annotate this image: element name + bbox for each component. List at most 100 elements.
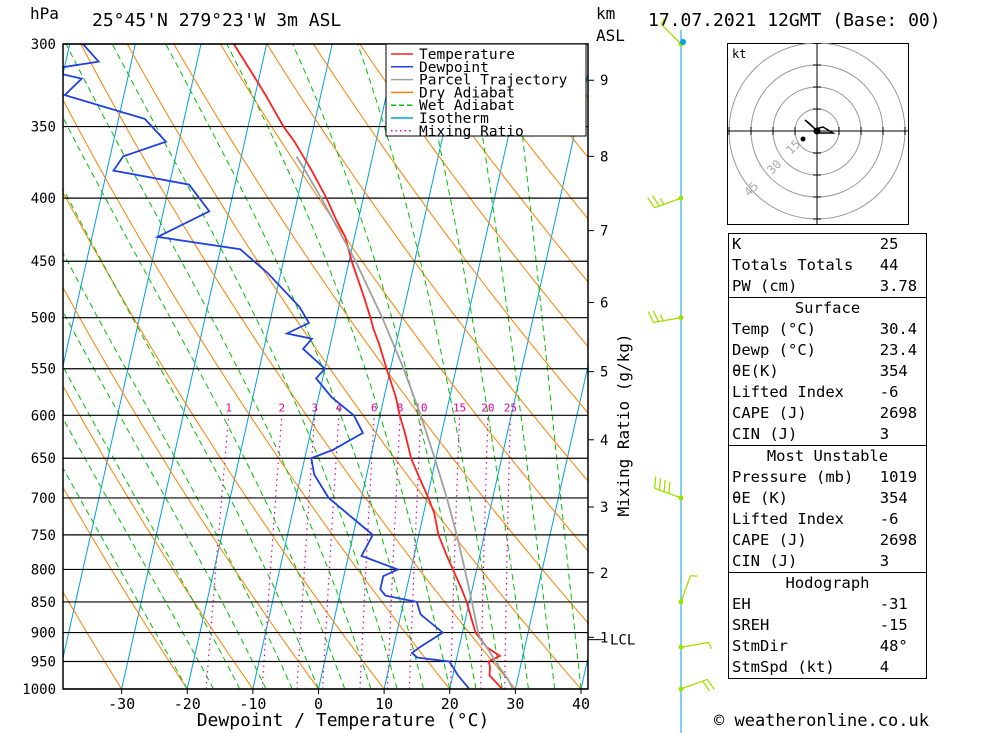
- wind-barb-flag: [659, 314, 664, 322]
- pressure-tick-label: 500: [31, 311, 56, 327]
- x-axis-label: Dewpoint / Temperature (°C): [197, 710, 490, 731]
- isotherm-line: [252, 44, 399, 689]
- wet-adiabat-line: [467, 44, 556, 689]
- hodograph-point: [800, 136, 806, 142]
- hodo-row-value: 48°: [879, 637, 908, 655]
- height-tick-label: 6: [600, 295, 608, 311]
- dry-adiabat-line: [80, 44, 517, 689]
- legend-label: Mixing Ratio: [419, 124, 524, 140]
- wet-adiabat-line: [226, 44, 451, 689]
- surface-row-label: Dewp (°C): [732, 341, 816, 359]
- wind-level-dot: [678, 644, 684, 650]
- dry-adiabat-line: [63, 591, 123, 689]
- dry-adiabat-line: [63, 486, 188, 689]
- height-axis-unit-asl: ASL: [596, 26, 625, 45]
- height-tick-label: 5: [600, 365, 608, 381]
- mixing-ratio-line: [296, 415, 316, 689]
- wind-barb-flag: [660, 17, 666, 25]
- wind-profile: [647, 17, 715, 733]
- mixing-ratio-tick-label: 3: [311, 401, 318, 414]
- mu-row-label: Pressure (mb): [732, 468, 854, 486]
- wind-barb-flag: [652, 195, 660, 207]
- pressure-tick-label: 900: [31, 626, 56, 642]
- wind-barb-flag: [663, 479, 666, 492]
- hodo-row-label: StmDir: [732, 637, 788, 655]
- hodograph: kt 15 30 45: [727, 43, 909, 225]
- mixing-ratio-tick-label: 20: [481, 401, 494, 414]
- legend-label: Dry Adiabat: [419, 85, 515, 101]
- height-tick-label: 3: [600, 500, 608, 516]
- x-tick-label: 20: [441, 695, 459, 713]
- wet-adiabat-line: [111, 44, 398, 689]
- wind-barb-flag: [707, 642, 713, 649]
- hodo-row-value: -31: [879, 595, 908, 613]
- mu-row-value: 1019: [879, 468, 918, 486]
- dry-adiabat-line: [63, 98, 451, 689]
- wind-level-dot: [678, 599, 684, 605]
- most-unstable-header: Most Unstable: [728, 445, 927, 467]
- profile-line-parcel-trajectory: [295, 155, 514, 689]
- hodo-row-label: EH: [732, 595, 751, 613]
- wet-adiabat-line: [63, 251, 293, 689]
- mixing-ratio-tick-label: 6: [371, 401, 378, 414]
- surface-row-value: 30.4: [879, 320, 918, 338]
- wind-level-dot: [678, 195, 684, 201]
- height-tick-label: 1: [600, 630, 608, 646]
- surface-row-label: CIN (J): [732, 425, 798, 443]
- height-tick-label: 9: [600, 73, 608, 89]
- hodograph-params-header: Hodograph: [728, 572, 927, 594]
- hodo-row-value: -15: [879, 616, 908, 634]
- wind-level-dot: [678, 495, 684, 501]
- mu-row-value: 3: [879, 552, 890, 570]
- isotherm-line: [121, 44, 268, 689]
- wind-barb: [654, 487, 682, 499]
- mixing-ratio-line: [450, 415, 461, 689]
- wind-barb: [680, 641, 709, 648]
- pressure-tick-label: 1000: [22, 682, 56, 698]
- x-tick-label: -20: [174, 695, 201, 713]
- pw-label: PW (cm): [732, 277, 798, 295]
- k-index-label: K: [732, 235, 742, 253]
- copyright-footer[interactable]: © weatheronline.co.uk: [714, 711, 929, 731]
- pressure-tick-label: 400: [31, 191, 56, 207]
- wind-barb-flag: [658, 478, 662, 491]
- pressure-tick-label: 650: [31, 451, 56, 467]
- isotherm-line: [63, 44, 202, 661]
- mixing-ratio-tick-label: 15: [453, 401, 466, 414]
- hodo-row-value: 4: [879, 658, 890, 676]
- wet-adiabat-line: [63, 116, 346, 689]
- legend-label: Dewpoint: [419, 60, 489, 76]
- wind-level-dot: [678, 686, 684, 692]
- wind-barb-flag: [659, 198, 665, 205]
- lcl-label: LCL: [610, 633, 635, 649]
- wet-adiabat-line: [65, 44, 372, 689]
- legend-label: Temperature: [419, 47, 515, 63]
- pressure-tick-label: 800: [31, 562, 56, 578]
- indices-table: K 25 Totals Totals 44 PW (cm) 3.78 Surface …: [728, 233, 927, 679]
- wind-barb: [680, 575, 692, 603]
- wet-adiabat-line: [292, 44, 477, 689]
- x-tick-label: -30: [108, 695, 135, 713]
- height-tick-label: 7: [600, 224, 608, 240]
- mixing-ratio-axis-label: Mixing Ratio (g/kg): [614, 333, 633, 516]
- wind-barb: [680, 678, 708, 690]
- wet-adiabat-line: [415, 44, 529, 689]
- mixing-ratio-line: [359, 415, 375, 689]
- isotherm-line: [318, 44, 464, 689]
- height-axis-unit-km: km: [596, 4, 616, 23]
- mixing-ratio-tick-label: 4: [336, 401, 343, 414]
- skew-t-diagram: 1 2 3 4 6 8 10 15 20 25 3003504004505005506006507…: [22, 37, 635, 731]
- hodograph-storm-motion: [813, 127, 821, 135]
- surface-row-label: Temp (°C): [732, 320, 816, 338]
- dry-adiabat-line: [452, 44, 588, 220]
- pressure-tick-label: 850: [31, 595, 56, 611]
- wet-adiabat-line: [63, 187, 319, 689]
- plot-frame: [62, 43, 589, 690]
- isotherm-line: [383, 44, 530, 689]
- surface-row-value: -6: [879, 383, 899, 401]
- wind-barb-flag: [652, 310, 659, 322]
- dry-adiabat-line: [266, 44, 588, 482]
- dry-adiabat-line: [63, 384, 254, 689]
- location-title: 25°45'N 279°23'W 3m ASL: [92, 10, 342, 31]
